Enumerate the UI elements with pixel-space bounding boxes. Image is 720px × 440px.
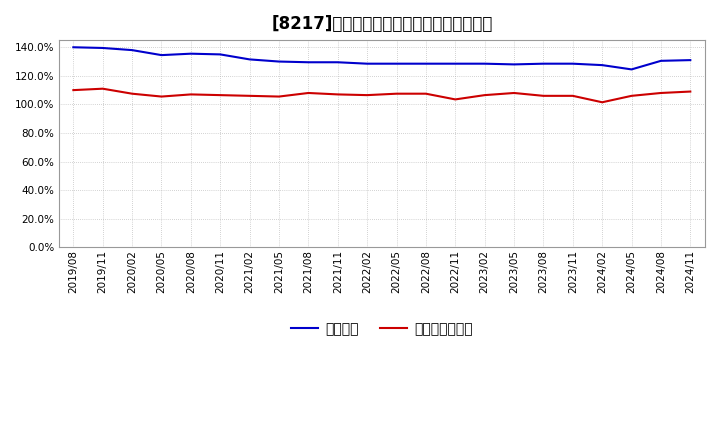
- 固定長期適合率: [216, 92, 225, 98]
- 固定長期適合率: [627, 93, 636, 99]
- 固定比率: [275, 59, 284, 64]
- 固定比率: [422, 61, 431, 66]
- 固定比率: [99, 45, 107, 51]
- 固定比率: [333, 59, 342, 65]
- 固定比率: [657, 58, 665, 63]
- 固定比率: [69, 44, 78, 50]
- 固定比率: [392, 61, 401, 66]
- 固定長期適合率: [186, 92, 195, 97]
- 固定比率: [127, 48, 136, 53]
- 固定長期適合率: [510, 90, 518, 95]
- 固定比率: [480, 61, 489, 66]
- 固定長期適合率: [657, 90, 665, 95]
- 固定比率: [686, 58, 695, 63]
- 固定比率: [569, 61, 577, 66]
- 固定長期適合率: [304, 90, 312, 95]
- 固定長期適合率: [99, 86, 107, 92]
- 固定長期適合率: [69, 88, 78, 93]
- 固定比率: [363, 61, 372, 66]
- 固定長期適合率: [686, 89, 695, 94]
- 固定長期適合率: [451, 97, 459, 102]
- 固定長期適合率: [157, 94, 166, 99]
- 固定比率: [627, 67, 636, 72]
- 固定長期適合率: [275, 94, 284, 99]
- 固定比率: [246, 57, 254, 62]
- 固定比率: [304, 59, 312, 65]
- 固定比率: [186, 51, 195, 56]
- 固定長期適合率: [422, 91, 431, 96]
- 固定長期適合率: [598, 99, 606, 105]
- 固定長期適合率: [569, 93, 577, 99]
- 固定比率: [510, 62, 518, 67]
- 固定比率: [598, 62, 606, 68]
- 固定比率: [216, 52, 225, 57]
- 固定長期適合率: [333, 92, 342, 97]
- 固定長期適合率: [480, 92, 489, 98]
- Line: 固定長期適合率: 固定長期適合率: [73, 89, 690, 102]
- 固定比率: [157, 52, 166, 58]
- Legend: 固定比率, 固定長期適合率: 固定比率, 固定長期適合率: [285, 316, 479, 341]
- 固定長期適合率: [363, 92, 372, 98]
- Line: 固定比率: 固定比率: [73, 47, 690, 70]
- 固定比率: [451, 61, 459, 66]
- 固定長期適合率: [539, 93, 548, 99]
- Title: [8217]　固定比率、固定長期適合率の推移: [8217] 固定比率、固定長期適合率の推移: [271, 15, 492, 33]
- 固定長期適合率: [392, 91, 401, 96]
- 固定長期適合率: [127, 91, 136, 96]
- 固定長期適合率: [246, 93, 254, 99]
- 固定比率: [539, 61, 548, 66]
